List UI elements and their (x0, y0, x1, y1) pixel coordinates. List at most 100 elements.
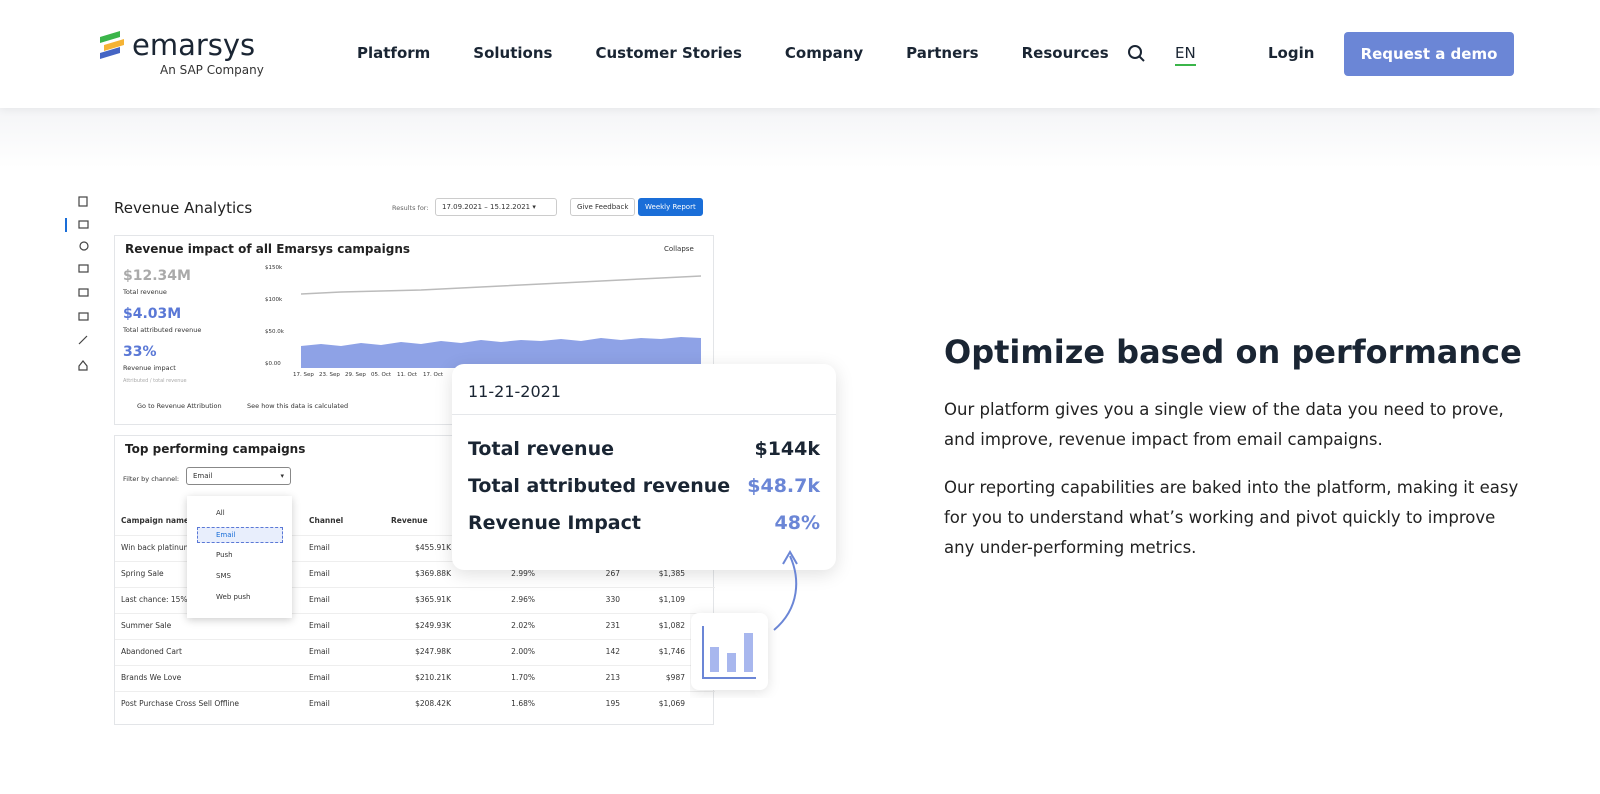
language[interactable]: EN (1175, 44, 1196, 66)
dropdown: All Email Push SMS Web push (187, 496, 292, 618)
cell: Email (309, 647, 330, 656)
y-label: $150k (265, 265, 283, 271)
main: Revenue Analytics Results for: 17.09.202… (0, 108, 1600, 794)
cell: $1,069 (658, 699, 685, 708)
top-title: Top performing campaigns (125, 442, 306, 456)
search-icon[interactable] (1127, 44, 1147, 64)
cell: Email (309, 621, 330, 630)
tooltip-date: 11-21-2021 (468, 382, 561, 401)
cell: Post Purchase Cross Sell Offline (121, 699, 239, 708)
cell: $1,385 (658, 569, 685, 578)
cell: 195 (605, 699, 620, 708)
date-picker[interactable]: 17.09.2021 – 15.12.2021 ▾ (435, 198, 557, 216)
x-label: 17. Sep (293, 372, 314, 378)
x-label: 17. Oct (423, 372, 444, 378)
y-label: $0.00 (265, 361, 281, 367)
dash-title: Revenue Analytics (114, 199, 253, 217)
cell: Summer Sale (121, 621, 172, 630)
cell: Brands We Love (121, 673, 182, 682)
link[interactable]: See how this data is calculated (247, 402, 349, 410)
cell: 1.68% (511, 699, 535, 708)
cell: 2.00% (511, 647, 535, 656)
nav-item[interactable]: Partners (906, 44, 979, 62)
stat-label: Total revenue (123, 288, 167, 296)
login[interactable]: Login (1268, 44, 1315, 62)
stat-value: $4.03M (123, 306, 182, 322)
row-line (115, 587, 715, 588)
row-line (115, 561, 715, 562)
cell: $1,746 (658, 647, 685, 656)
link[interactable]: Go to Revenue Attribution (137, 402, 222, 410)
tooltip-card: 11-21-2021 Total revenue $144k Total attri… (452, 364, 836, 570)
tooltip-label: Total attributed revenue (468, 475, 731, 497)
cell: $1,082 (658, 621, 685, 630)
cell: Email (309, 673, 330, 682)
tooltip-label: Revenue Impact (468, 512, 641, 534)
stat-value: 33% (123, 344, 157, 360)
dropdown-item[interactable]: All (216, 509, 225, 517)
stat-label: Revenue impact (123, 364, 176, 372)
dropdown-item[interactable]: SMS (216, 572, 231, 580)
feedback-button[interactable]: Give Feedback (570, 198, 636, 216)
paragraph: Our platform gives you a single view of … (944, 400, 1504, 449)
dropdown-item[interactable]: Email (197, 527, 283, 543)
divider (452, 414, 836, 415)
nav: Platform Solutions Customer Stories Company… (357, 44, 1109, 62)
chart-area (301, 275, 702, 368)
cell: Email (309, 569, 330, 578)
nav-item[interactable]: Platform (357, 44, 431, 62)
tooltip-row: Total attributed revenue $48.7k (468, 475, 820, 497)
logo-icon (100, 31, 124, 59)
cell: 2.99% (511, 569, 535, 578)
x-label: 11. Oct (397, 372, 418, 378)
nav-item[interactable]: Solutions (473, 44, 553, 62)
date-range: 17.09.2021 – 15.12.2021 (442, 203, 531, 211)
y-label: $50.0k (265, 329, 284, 335)
paragraph: Our reporting capabilities are baked int… (944, 478, 1519, 557)
row-line (115, 613, 715, 614)
mini-chart: $150k $100k $50.0k $0.00 17. Sep 23. Sep 29. S… (265, 265, 705, 388)
cell: 1.70% (511, 673, 535, 682)
cell: $365.91K (415, 595, 451, 604)
cell: 213 (605, 673, 620, 682)
nav-item[interactable]: Company (784, 44, 864, 62)
collapse[interactable]: Collapse (664, 245, 694, 253)
cell: 231 (605, 621, 620, 630)
nav-item[interactable]: Customer Stories (595, 44, 742, 62)
dropdown-item[interactable]: Web push (216, 593, 251, 601)
cell: $987 (665, 673, 685, 682)
sidebar (65, 196, 89, 371)
row-line (115, 535, 715, 536)
tooltip-value: $144k (754, 438, 820, 460)
weekly-button[interactable]: Weekly Report (638, 198, 703, 216)
cell: Email (309, 543, 330, 552)
logo-sub: An SAP Company (160, 63, 264, 77)
cell: 2.96% (511, 595, 535, 604)
cell: 267 (605, 569, 620, 578)
y-label: $100k (265, 297, 283, 303)
row-line (115, 691, 715, 692)
stat-label: Total attributed revenue (123, 326, 202, 334)
dashboard: Revenue Analytics Results for: 17.09.202… (65, 190, 725, 730)
stat-value: $12.34M (123, 268, 191, 284)
column-header: Campaign name (121, 516, 190, 525)
logo[interactable]: emarsys (132, 28, 256, 62)
tooltip-value: $48.7k (747, 475, 820, 497)
cell: $455.91K (415, 543, 451, 552)
heading: Optimize based on performance (944, 333, 1522, 371)
dropdown-item[interactable]: Push (216, 551, 233, 559)
cell: Email (309, 595, 330, 604)
cell: Email (309, 699, 330, 708)
filter-select[interactable]: Email ▾ (186, 467, 291, 485)
cell: $1,109 (658, 595, 685, 604)
panel-title: Revenue impact of all Emarsys campaigns (125, 242, 411, 256)
tooltip-row: Total revenue $144k (468, 438, 820, 460)
stats-note: Attributed / total revenue (123, 378, 187, 384)
column-header: Revenue (391, 516, 428, 525)
cta-button[interactable]: Request a demo (1344, 32, 1514, 76)
header: emarsys An SAP Company Platform Solutions… (0, 0, 1600, 108)
x-label: 29. Sep (345, 372, 366, 378)
tooltip-value: 48% (774, 512, 820, 534)
nav-item[interactable]: Resources (1021, 44, 1109, 62)
column-header: Channel (309, 516, 344, 525)
